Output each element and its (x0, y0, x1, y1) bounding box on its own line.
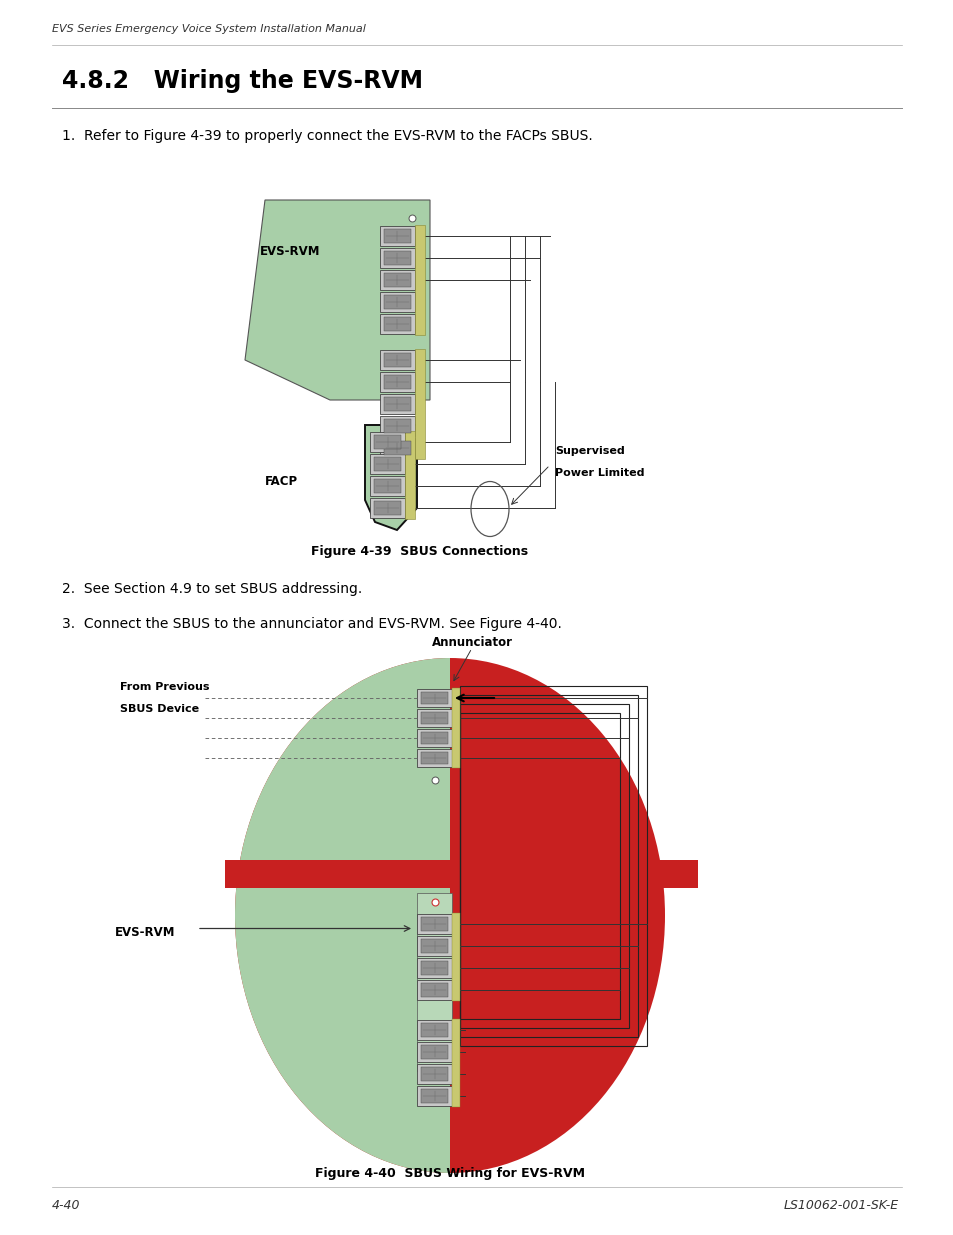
Text: EVS-RVM: EVS-RVM (115, 925, 175, 939)
Bar (379, 394, 415, 414)
Text: Figure 4-40  SBUS Wiring for EVS-RVM: Figure 4-40 SBUS Wiring for EVS-RVM (314, 1167, 584, 1179)
Text: 3.  Connect the SBUS to the annunciator and EVS-RVM. See Figure 4-40.: 3. Connect the SBUS to the annunciator a… (62, 618, 561, 631)
Bar (459, 704, 628, 1028)
Bar (420, 732, 448, 743)
Bar (379, 350, 415, 370)
Bar (420, 1045, 448, 1058)
Bar (415, 225, 424, 335)
Bar (416, 1086, 452, 1105)
Bar (420, 752, 448, 764)
Ellipse shape (234, 658, 664, 1173)
Bar (379, 270, 415, 290)
Text: Power Limited: Power Limited (555, 468, 644, 478)
Bar (459, 695, 638, 1036)
Bar (452, 688, 459, 768)
Text: 1.  Refer to Figure 4-39 to properly connect the EVS-RVM to the FACPs SBUS.: 1. Refer to Figure 4-39 to properly conn… (62, 128, 592, 143)
Bar (379, 416, 415, 436)
Bar (416, 709, 452, 727)
Bar (416, 914, 452, 934)
Bar (452, 1019, 459, 1107)
Bar (420, 939, 448, 952)
Bar (416, 729, 452, 747)
Text: Figure 4-39  SBUS Connections: Figure 4-39 SBUS Connections (311, 545, 528, 558)
Bar (415, 350, 424, 459)
Bar (384, 251, 411, 266)
Bar (416, 689, 452, 706)
Bar (379, 226, 415, 246)
Bar (416, 1020, 452, 1040)
Bar (420, 916, 448, 930)
Bar (420, 1067, 448, 1081)
Bar (384, 375, 411, 389)
Bar (416, 957, 452, 977)
Text: Annunciator: Annunciator (431, 636, 512, 650)
Bar (384, 353, 411, 367)
Bar (374, 435, 400, 450)
Bar (384, 396, 411, 411)
Bar (370, 475, 405, 496)
Bar (370, 432, 405, 452)
Bar (384, 317, 411, 331)
Bar (384, 441, 411, 454)
Bar (374, 479, 400, 493)
Bar (416, 748, 452, 767)
Bar (379, 314, 415, 333)
Text: 4-40: 4-40 (52, 1199, 80, 1212)
Bar (384, 273, 411, 287)
Bar (420, 1023, 448, 1036)
Bar (420, 692, 448, 704)
Bar (379, 291, 415, 312)
Bar (420, 983, 448, 997)
Bar (416, 893, 452, 1071)
Bar (416, 935, 452, 956)
Bar (416, 1041, 452, 1062)
Text: From Previous: From Previous (120, 682, 210, 692)
Bar (379, 438, 415, 458)
Text: Supervised: Supervised (555, 446, 624, 456)
Bar (420, 961, 448, 974)
Text: FACP: FACP (265, 475, 297, 488)
Bar (420, 1088, 448, 1103)
Bar (384, 228, 411, 243)
Bar (374, 501, 400, 515)
Text: EVS-RVM: EVS-RVM (260, 245, 320, 258)
Bar (416, 979, 452, 999)
Polygon shape (365, 425, 416, 530)
Bar (370, 454, 405, 474)
Text: EVS Series Emergency Voice System Installation Manual: EVS Series Emergency Voice System Instal… (52, 23, 366, 35)
Bar (379, 248, 415, 268)
Text: SBUS Device: SBUS Device (120, 704, 199, 714)
Polygon shape (245, 200, 430, 400)
Text: LS10062-001-SK-E: LS10062-001-SK-E (783, 1199, 898, 1212)
Bar (459, 685, 646, 1046)
Text: 2.  See Section 4.9 to set SBUS addressing.: 2. See Section 4.9 to set SBUS addressin… (62, 582, 362, 597)
Bar (420, 713, 448, 724)
Bar (452, 913, 459, 1000)
Bar (225, 860, 698, 888)
Text: 4.8.2   Wiring the EVS-RVM: 4.8.2 Wiring the EVS-RVM (62, 69, 422, 93)
Bar (416, 1063, 452, 1083)
Bar (405, 431, 415, 519)
Bar (379, 372, 415, 391)
Bar (384, 295, 411, 309)
Polygon shape (234, 658, 450, 1173)
Bar (370, 498, 405, 517)
Bar (374, 457, 400, 471)
Bar (384, 419, 411, 433)
Bar (459, 713, 619, 1019)
